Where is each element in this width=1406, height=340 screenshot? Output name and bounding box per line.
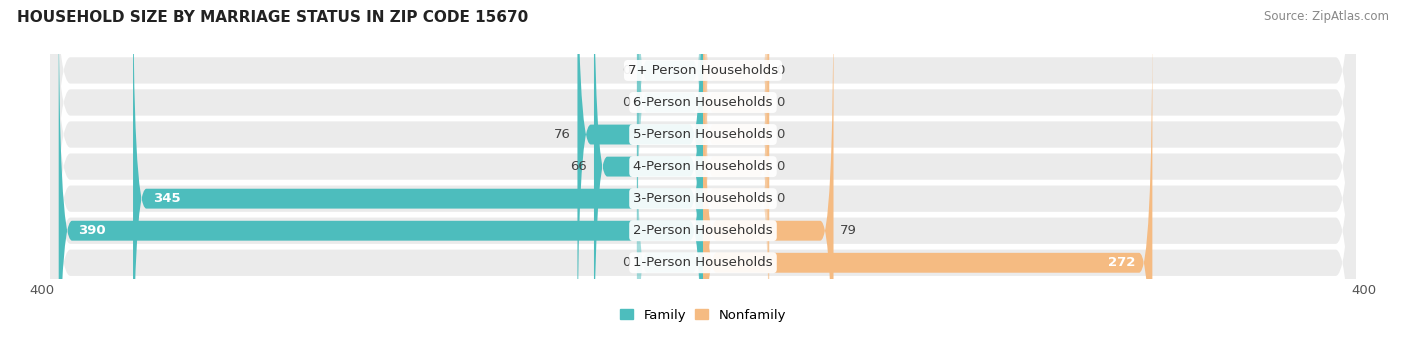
Text: 1-Person Households: 1-Person Households: [633, 256, 773, 269]
Text: 0: 0: [776, 160, 785, 173]
FancyBboxPatch shape: [51, 0, 1355, 340]
Text: 0: 0: [621, 64, 630, 77]
Text: HOUSEHOLD SIZE BY MARRIAGE STATUS IN ZIP CODE 15670: HOUSEHOLD SIZE BY MARRIAGE STATUS IN ZIP…: [17, 10, 529, 25]
Text: 390: 390: [79, 224, 105, 237]
Text: 345: 345: [153, 192, 180, 205]
FancyBboxPatch shape: [51, 0, 1355, 340]
Text: 5-Person Households: 5-Person Households: [633, 128, 773, 141]
Text: 6-Person Households: 6-Person Households: [633, 96, 773, 109]
Text: 3-Person Households: 3-Person Households: [633, 192, 773, 205]
FancyBboxPatch shape: [134, 0, 703, 340]
FancyBboxPatch shape: [51, 0, 1355, 340]
Text: 76: 76: [554, 128, 571, 141]
Text: 0: 0: [621, 96, 630, 109]
FancyBboxPatch shape: [703, 16, 769, 340]
FancyBboxPatch shape: [703, 0, 769, 253]
Text: Source: ZipAtlas.com: Source: ZipAtlas.com: [1264, 10, 1389, 23]
FancyBboxPatch shape: [578, 0, 703, 340]
Text: 2-Person Households: 2-Person Households: [633, 224, 773, 237]
Text: 272: 272: [1108, 256, 1136, 269]
Text: 4-Person Households: 4-Person Households: [633, 160, 773, 173]
FancyBboxPatch shape: [637, 0, 703, 253]
FancyBboxPatch shape: [637, 80, 703, 340]
FancyBboxPatch shape: [637, 0, 703, 285]
FancyBboxPatch shape: [703, 16, 1153, 340]
Legend: Family, Nonfamily: Family, Nonfamily: [620, 308, 786, 322]
FancyBboxPatch shape: [703, 0, 834, 340]
FancyBboxPatch shape: [703, 0, 769, 317]
FancyBboxPatch shape: [593, 0, 703, 340]
FancyBboxPatch shape: [703, 0, 769, 285]
Text: 7+ Person Households: 7+ Person Households: [628, 64, 778, 77]
FancyBboxPatch shape: [51, 0, 1355, 340]
Text: 0: 0: [776, 64, 785, 77]
Text: 0: 0: [776, 192, 785, 205]
Text: 0: 0: [776, 96, 785, 109]
FancyBboxPatch shape: [51, 0, 1355, 340]
Text: 0: 0: [776, 128, 785, 141]
FancyBboxPatch shape: [59, 0, 703, 340]
Text: 0: 0: [621, 256, 630, 269]
FancyBboxPatch shape: [51, 0, 1355, 340]
Text: 66: 66: [571, 160, 588, 173]
FancyBboxPatch shape: [703, 0, 769, 340]
Text: 79: 79: [841, 224, 858, 237]
FancyBboxPatch shape: [51, 0, 1355, 340]
